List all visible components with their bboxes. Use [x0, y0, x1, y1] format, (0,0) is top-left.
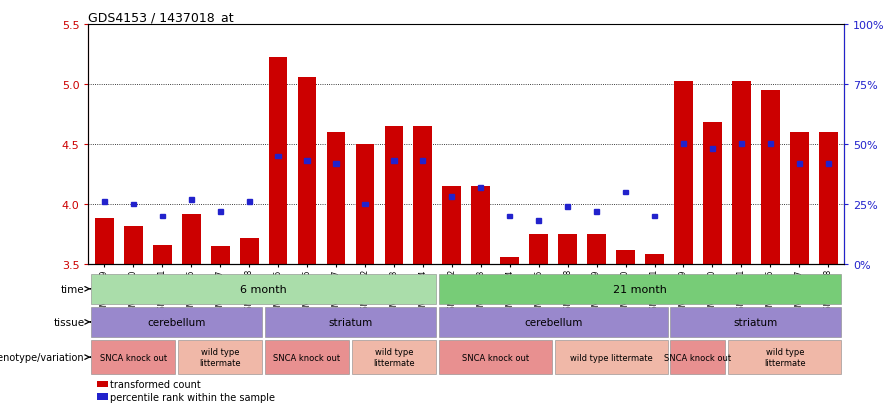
Bar [276, 154, 281, 159]
Text: SNCA knock out: SNCA knock out [665, 353, 732, 362]
Text: wild type
littermate: wild type littermate [373, 348, 415, 367]
Text: 6 month: 6 month [240, 284, 287, 294]
Text: time: time [61, 284, 85, 294]
Text: transformed count: transformed count [110, 379, 202, 389]
Bar [326, 133, 346, 264]
Bar [240, 238, 258, 264]
Text: striatum: striatum [734, 317, 778, 327]
Bar [269, 58, 287, 264]
Bar [587, 235, 606, 264]
Bar [594, 209, 599, 214]
Bar [565, 204, 570, 209]
Bar [210, 246, 230, 264]
Bar [91, 340, 175, 374]
Bar [352, 340, 436, 374]
Bar [265, 340, 349, 374]
Bar [438, 274, 842, 304]
Bar [530, 235, 548, 264]
Text: SNCA knock out: SNCA knock out [461, 353, 529, 362]
Text: 21 month: 21 month [613, 284, 667, 294]
Bar [761, 91, 780, 264]
Bar [442, 186, 461, 264]
Bar [362, 202, 368, 207]
Bar [438, 340, 552, 374]
Bar [153, 245, 171, 264]
Bar [91, 307, 263, 337]
Bar [616, 250, 635, 264]
Bar [478, 185, 484, 190]
Text: SNCA knock out: SNCA knock out [100, 353, 167, 362]
Bar [160, 214, 164, 219]
Text: genotype/variation: genotype/variation [0, 352, 85, 362]
Bar [131, 202, 136, 207]
Bar [732, 82, 751, 264]
Text: cerebellum: cerebellum [524, 317, 583, 327]
Bar [554, 340, 667, 374]
Bar [124, 226, 142, 264]
Bar [102, 199, 107, 204]
Bar [645, 255, 664, 264]
Bar [182, 214, 201, 264]
Bar [652, 214, 657, 219]
Bar [333, 161, 339, 166]
Bar [670, 340, 726, 374]
Bar [507, 214, 513, 219]
Bar [500, 257, 519, 264]
Bar [768, 142, 773, 147]
Bar [703, 123, 722, 264]
Bar [355, 145, 374, 264]
Text: cerebellum: cerebellum [148, 317, 206, 327]
Bar [674, 82, 693, 264]
Bar [536, 219, 541, 223]
Bar [304, 159, 309, 164]
Bar [819, 133, 838, 264]
Bar [95, 219, 114, 264]
Bar [559, 235, 577, 264]
Bar [385, 126, 403, 264]
Bar [681, 142, 686, 147]
Bar [623, 190, 629, 195]
Bar [265, 307, 436, 337]
Bar [414, 126, 432, 264]
Bar [247, 199, 252, 204]
Bar [298, 78, 316, 264]
Bar [449, 195, 454, 199]
Bar [710, 147, 715, 152]
Bar [420, 159, 425, 164]
Text: wild type
littermate: wild type littermate [200, 348, 241, 367]
Bar [217, 209, 223, 214]
Bar [826, 161, 831, 166]
Text: tissue: tissue [54, 317, 85, 327]
Bar [188, 197, 194, 202]
Bar [670, 307, 842, 337]
Bar [728, 340, 842, 374]
Text: wild type
littermate: wild type littermate [764, 348, 805, 367]
Bar [739, 142, 744, 147]
Text: GDS4153 / 1437018_at: GDS4153 / 1437018_at [88, 11, 234, 24]
Bar [796, 161, 802, 166]
Text: percentile rank within the sample: percentile rank within the sample [110, 392, 276, 401]
Text: wild type littermate: wild type littermate [569, 353, 652, 362]
Bar [471, 186, 491, 264]
Bar [790, 133, 809, 264]
Bar [392, 159, 397, 164]
Text: SNCA knock out: SNCA knock out [273, 353, 340, 362]
Bar [179, 340, 263, 374]
Text: striatum: striatum [328, 317, 372, 327]
Bar [438, 307, 667, 337]
Bar [91, 274, 436, 304]
